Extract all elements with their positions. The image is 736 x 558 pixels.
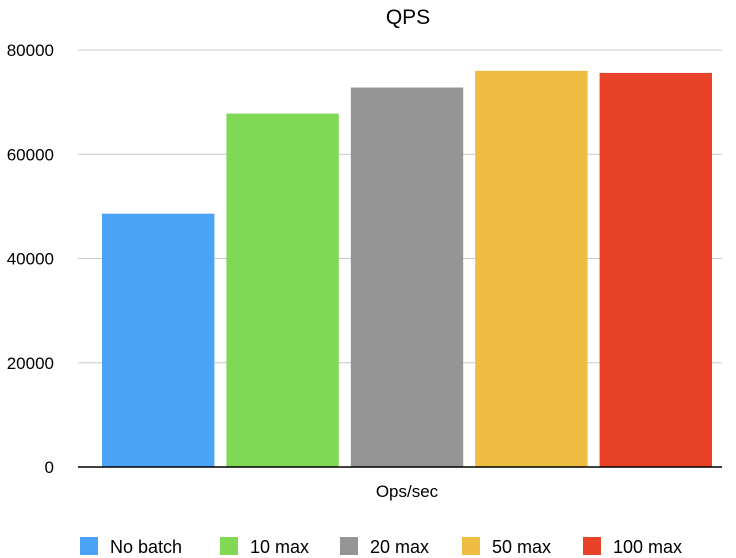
legend-swatch	[220, 537, 238, 555]
legend-label: 10 max	[250, 537, 309, 557]
y-tick-label: 60000	[7, 145, 54, 164]
legend-swatch	[583, 537, 601, 555]
bar-20-max	[350, 87, 464, 467]
y-tick-label: 0	[45, 458, 54, 477]
legend-label: 50 max	[492, 537, 551, 557]
bars	[102, 70, 712, 467]
legend-label: No batch	[110, 537, 182, 557]
bar-no-batch	[102, 213, 215, 467]
y-axis-ticks: 0 20000 40000 60000 80000	[7, 41, 54, 477]
legend-swatch	[462, 537, 480, 555]
y-tick-label: 80000	[7, 41, 54, 60]
chart-title: QPS	[386, 6, 430, 29]
bar-50-max	[475, 70, 588, 467]
legend-swatch	[340, 537, 358, 555]
legend: No batch 10 max 20 max 50 max 100 max	[80, 537, 682, 557]
y-tick-label: 40000	[7, 250, 54, 269]
bar-10-max	[226, 113, 339, 467]
legend-label: 100 max	[613, 537, 682, 557]
bar-100-max	[599, 72, 712, 467]
legend-label: 20 max	[370, 537, 429, 557]
x-axis-label: Ops/sec	[376, 482, 439, 501]
y-tick-label: 20000	[7, 354, 54, 373]
legend-swatch	[80, 537, 98, 555]
